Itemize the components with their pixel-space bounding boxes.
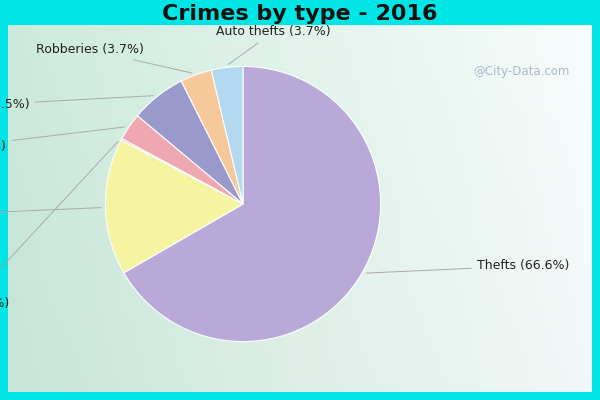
- Text: Auto thefts (3.7%): Auto thefts (3.7%): [216, 26, 331, 64]
- Text: Arson (0.2%): Arson (0.2%): [0, 141, 118, 310]
- Text: @City-Data.com: @City-Data.com: [473, 66, 570, 78]
- Text: Crimes by type - 2016: Crimes by type - 2016: [162, 4, 438, 24]
- Wedge shape: [211, 66, 243, 204]
- Wedge shape: [181, 70, 243, 204]
- Text: Thefts (66.6%): Thefts (66.6%): [366, 260, 569, 273]
- Wedge shape: [122, 116, 243, 204]
- Text: Assaults (6.5%): Assaults (6.5%): [0, 96, 154, 112]
- Text: Burglaries (16.0%): Burglaries (16.0%): [0, 208, 101, 222]
- Text: Rapes (3.2%): Rapes (3.2%): [0, 127, 125, 153]
- Wedge shape: [106, 140, 243, 273]
- Wedge shape: [121, 138, 243, 204]
- Text: Robberies (3.7%): Robberies (3.7%): [36, 43, 192, 73]
- Wedge shape: [124, 66, 380, 342]
- Wedge shape: [137, 81, 243, 204]
